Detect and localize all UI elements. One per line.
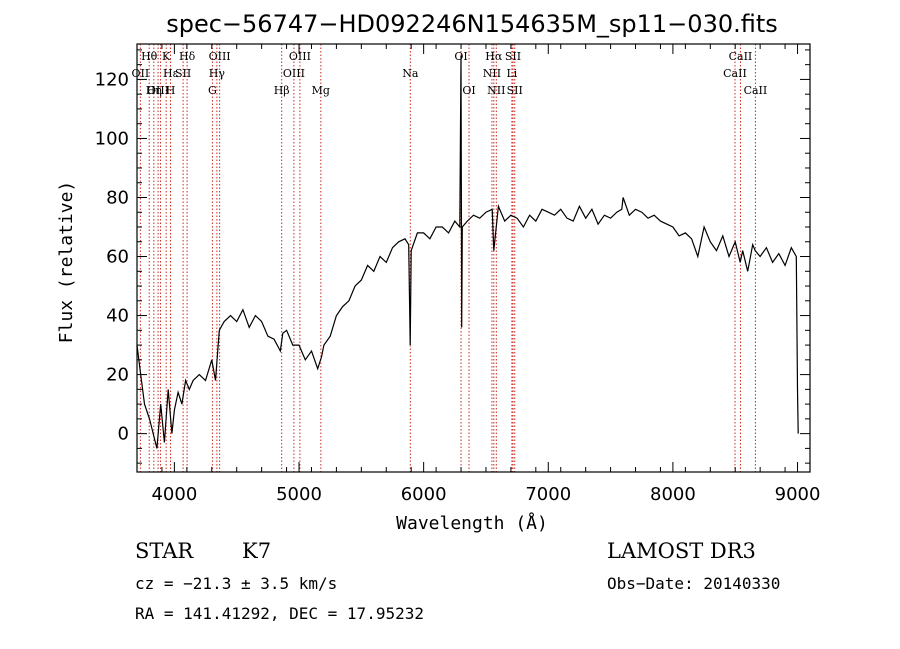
y-tick-label: 80	[106, 187, 129, 208]
coordinates: RA = 141.41292, DEC = 17.95232	[135, 604, 424, 623]
emission-line-label: OI	[462, 84, 475, 97]
emission-line-label: OII	[132, 67, 150, 80]
emission-line-label: Hθ	[141, 50, 158, 63]
emission-line-label: Li	[506, 67, 517, 80]
x-tick-label: 7000	[525, 484, 571, 505]
x-tick-label: 9000	[775, 484, 821, 505]
emission-line-label: SII	[505, 50, 521, 63]
object-type: STAR	[135, 539, 194, 563]
emission-line-label: G	[208, 84, 217, 97]
x-tick-label: 4000	[151, 484, 197, 505]
y-tick-label: 0	[118, 424, 129, 445]
x-tick-label: 5000	[276, 484, 322, 505]
emission-line-label: OIII	[289, 50, 311, 63]
y-axis-ticks: 0 20 40 60 80 100 120	[95, 49, 810, 464]
y-tick-label: 40	[106, 306, 129, 327]
y-tick-label: 60	[106, 247, 129, 268]
x-axis-label: Wavelength (Å)	[396, 512, 548, 534]
y-tick-label: 100	[95, 128, 129, 149]
emission-line-label: CaII	[723, 67, 747, 80]
x-tick-label: 6000	[401, 484, 447, 505]
survey-name: LAMOST DR3	[607, 539, 756, 563]
emission-line-label: Hα	[485, 50, 503, 63]
x-axis-ticks: 4000 5000 6000 7000 8000 9000	[136, 44, 821, 505]
emission-line-label: SII	[507, 84, 523, 97]
emission-line-markers	[139, 44, 756, 472]
x-tick-label: 8000	[650, 484, 696, 505]
emission-line-label: Hδ	[179, 50, 196, 63]
emission-line-label: NII	[487, 84, 505, 97]
y-axis-label: Flux (relative)	[56, 181, 77, 344]
emission-line-label: CaII	[729, 50, 753, 63]
emission-line-label: K	[162, 50, 171, 63]
emission-line-label: Hβ	[274, 84, 290, 97]
emission-line-label: Hη	[146, 84, 162, 97]
emission-line-label: Hγ	[209, 67, 226, 80]
chart-title: spec−56747−HD092246N154635M_sp11−030.fit…	[166, 10, 778, 38]
emission-line-label: H	[166, 84, 176, 97]
emission-line-label: Na	[402, 67, 419, 80]
emission-line-label: Hε	[163, 67, 179, 80]
emission-line-label: SII	[175, 67, 191, 80]
emission-line-label: OIII	[147, 84, 169, 97]
object-subclass: K7	[242, 539, 272, 563]
emission-line-label: NII	[483, 67, 501, 80]
redshift-velocity: cz = −21.3 ± 3.5 km/s	[135, 574, 338, 593]
plot-frame	[136, 43, 811, 473]
emission-line-label: CaII	[744, 84, 768, 97]
emission-line-label: OIII	[283, 67, 305, 80]
spectrum-series-line	[136, 55, 799, 449]
emission-line-label: OIII	[209, 50, 231, 63]
y-tick-label: 20	[106, 365, 129, 386]
emission-line-label: Mg	[312, 84, 330, 97]
y-tick-label: 120	[95, 69, 129, 90]
observation-date: Obs−Date: 20140330	[607, 574, 781, 593]
